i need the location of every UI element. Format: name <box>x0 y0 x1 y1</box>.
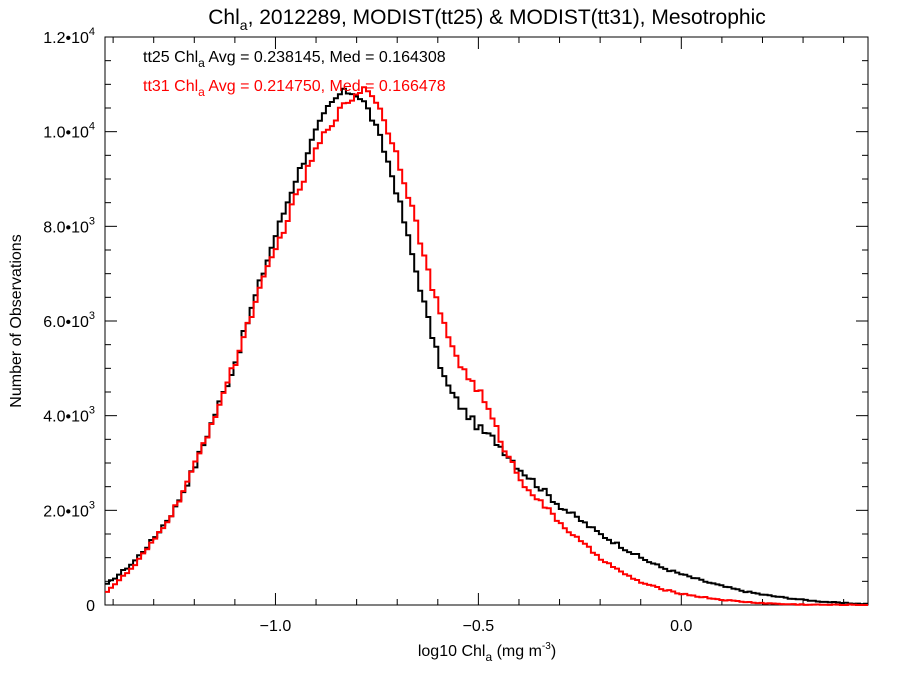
series-group <box>105 86 868 606</box>
x-axis-label-sup: -3 <box>542 641 551 652</box>
series-line-tt31 <box>105 86 868 606</box>
annotation-tt25-suffix: Avg = 0.238145, Med = 0.164308 <box>205 49 446 66</box>
annotation-tt31-suffix: Avg = 0.214750, Med = 0.166478 <box>205 78 446 95</box>
y-tick-label-4: 8.0•103 <box>43 215 95 236</box>
y-axis-label: Number of Observations <box>8 234 25 407</box>
y-tick-label-5: 1.0•104 <box>43 121 95 142</box>
y-tick-label-1: 2.0•103 <box>43 499 95 520</box>
y-tick-label-3: 6.0•103 <box>43 310 95 331</box>
x-axis-label-mid: (mg m <box>492 643 542 660</box>
x-axis-label-prefix: log10 Chl <box>418 643 486 660</box>
x-axis-label-suffix: ) <box>551 643 556 660</box>
series-line-tt25 <box>105 87 868 606</box>
annotation-tt31-prefix: tt31 Chl <box>143 78 198 95</box>
y-tick-label-6: 1.2•104 <box>43 26 95 47</box>
x-tick-label-0: −1.0 <box>260 618 292 635</box>
plot-frame <box>104 36 869 606</box>
x-axis-label: log10 Chla (mg m-3) <box>418 641 556 664</box>
x-tick-label-2: 0.0 <box>670 618 692 635</box>
annotation-tt25-prefix: tt25 Chl <box>143 49 198 66</box>
chart-title: Chla, 2012289, MODIST(tt25) & MODIST(tt3… <box>208 6 765 33</box>
x-axis-label-sub: a <box>485 650 492 664</box>
annotation-tt25: tt25 Chla Avg = 0.238145, Med = 0.164308 <box>143 49 446 70</box>
annotation-tt25-sub: a <box>198 56 205 70</box>
y-tick-label-0: 0 <box>86 598 95 615</box>
x-axis: −1.0 −0.5 0.0 <box>112 37 845 635</box>
y-tick-label-2: 4.0•103 <box>43 405 95 426</box>
chart-title-prefix: Chl <box>208 6 240 29</box>
annotation-tt31-sub: a <box>198 85 205 99</box>
x-tick-label-1: −0.5 <box>463 618 495 635</box>
chart-title-suffix: , 2012289, MODIST(tt25) & MODIST(tt31), … <box>248 6 766 29</box>
y-axis: 0 2.0•103 4.0•103 6.0•103 8.0•103 1.0•104 1.2•… <box>43 26 868 615</box>
chart-title-sub: a <box>240 17 248 33</box>
annotation-tt31: tt31 Chla Avg = 0.214750, Med = 0.166478 <box>143 78 446 99</box>
